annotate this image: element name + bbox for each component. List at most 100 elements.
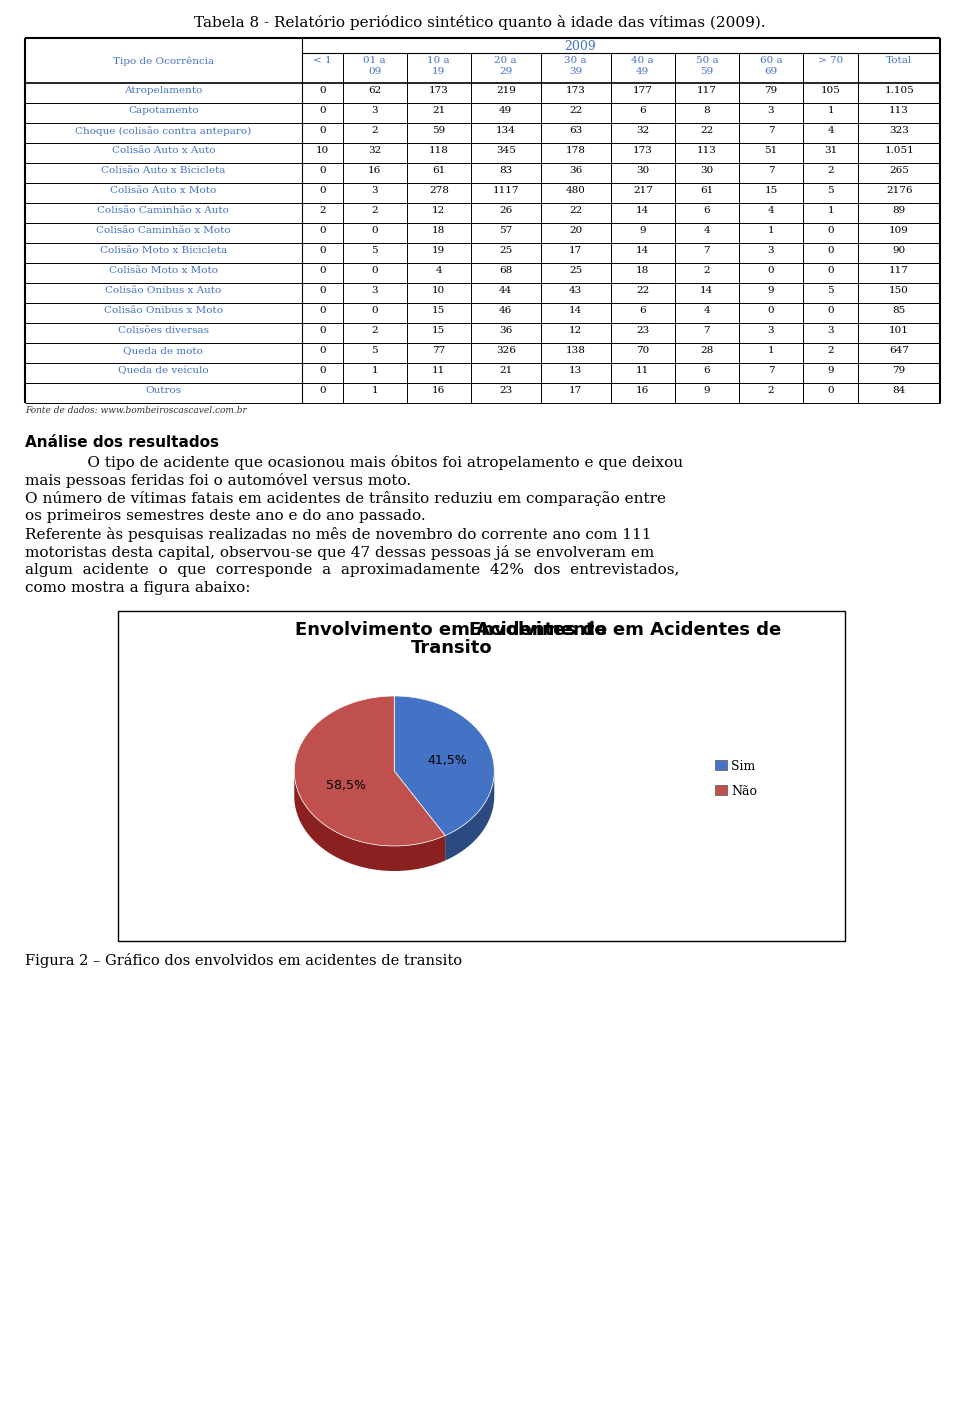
Text: 61: 61 — [700, 186, 713, 195]
Text: 13: 13 — [569, 365, 583, 375]
Text: 58,5%: 58,5% — [326, 779, 366, 793]
Text: 178: 178 — [565, 145, 586, 155]
Text: 7: 7 — [768, 166, 775, 175]
Text: Total: Total — [886, 56, 912, 65]
Text: 0: 0 — [372, 306, 378, 315]
Text: 0: 0 — [319, 186, 325, 195]
Text: 63: 63 — [569, 126, 583, 135]
Text: Queda de veículo: Queda de veículo — [118, 365, 208, 375]
Text: 323: 323 — [889, 126, 909, 135]
Text: 30: 30 — [636, 166, 649, 175]
Text: Colisão Caminhão x Auto: Colisão Caminhão x Auto — [98, 206, 229, 214]
Text: 4: 4 — [704, 226, 710, 236]
Text: 2: 2 — [768, 387, 775, 395]
Text: Tipo de Ocorrência: Tipo de Ocorrência — [113, 56, 214, 65]
Text: 9: 9 — [828, 365, 834, 375]
Text: 345: 345 — [496, 145, 516, 155]
Text: 70: 70 — [636, 346, 649, 356]
Text: 219: 219 — [496, 86, 516, 95]
Text: 0: 0 — [319, 365, 325, 375]
Text: O número de vítimas fatais em acidentes de trânsito reduziu em comparação entre: O número de vítimas fatais em acidentes … — [25, 491, 666, 507]
Text: 1: 1 — [372, 365, 378, 375]
Text: 20: 20 — [569, 226, 583, 236]
Text: 10 a
19: 10 a 19 — [427, 56, 450, 76]
Text: 51: 51 — [764, 145, 778, 155]
FancyBboxPatch shape — [118, 611, 845, 941]
Text: 36: 36 — [499, 326, 513, 334]
Text: 1: 1 — [768, 226, 775, 236]
Text: 5: 5 — [828, 186, 834, 195]
Text: 0: 0 — [319, 267, 325, 275]
Text: 8: 8 — [704, 106, 710, 116]
Polygon shape — [395, 696, 494, 835]
Text: 0: 0 — [319, 126, 325, 135]
Text: 0: 0 — [372, 226, 378, 236]
Text: Colisão Auto x Auto: Colisão Auto x Auto — [111, 145, 215, 155]
Text: Colisão Auto x Moto: Colisão Auto x Moto — [110, 186, 217, 195]
Text: 16: 16 — [636, 387, 649, 395]
Text: Fonte de dados: www.bombeiroscascavel.com.br: Fonte de dados: www.bombeiroscascavel.co… — [25, 406, 247, 415]
Text: 60 a
69: 60 a 69 — [759, 56, 782, 76]
Text: 26: 26 — [499, 206, 513, 214]
Text: 32: 32 — [636, 126, 649, 135]
Text: Sim: Sim — [731, 761, 756, 773]
Text: 265: 265 — [889, 166, 909, 175]
Text: 173: 173 — [429, 86, 448, 95]
Text: Colisão Caminhão x Moto: Colisão Caminhão x Moto — [96, 226, 230, 236]
Text: Outros: Outros — [145, 387, 181, 395]
Text: 0: 0 — [319, 387, 325, 395]
Text: 15: 15 — [764, 186, 778, 195]
Text: 14: 14 — [636, 206, 649, 214]
Text: Colisão Onibus x Auto: Colisão Onibus x Auto — [106, 286, 222, 295]
Text: 23: 23 — [636, 326, 649, 334]
Text: 12: 12 — [432, 206, 445, 214]
Text: 1: 1 — [828, 206, 834, 214]
Text: Colisão Moto x Bicicleta: Colisão Moto x Bicicleta — [100, 246, 227, 255]
Text: 2: 2 — [828, 346, 834, 356]
Text: 0: 0 — [768, 267, 775, 275]
Text: 12: 12 — [569, 326, 583, 334]
Text: 11: 11 — [636, 365, 649, 375]
Text: 68: 68 — [499, 267, 513, 275]
Text: Choque (colisão contra anteparo): Choque (colisão contra anteparo) — [75, 126, 252, 135]
Text: 41,5%: 41,5% — [427, 753, 468, 766]
Text: 50 a
59: 50 a 59 — [696, 56, 718, 76]
Text: 0: 0 — [319, 346, 325, 356]
Text: 14: 14 — [700, 286, 713, 295]
Text: 1.051: 1.051 — [884, 145, 914, 155]
Polygon shape — [445, 772, 494, 861]
Text: 0: 0 — [319, 306, 325, 315]
Bar — [715, 785, 727, 794]
Text: motoristas desta capital, observou-se que 47 dessas pessoas já se envolveram em: motoristas desta capital, observou-se qu… — [25, 545, 655, 560]
Polygon shape — [295, 772, 445, 871]
Text: 22: 22 — [636, 286, 649, 295]
Text: 0: 0 — [828, 246, 834, 255]
Text: 2: 2 — [704, 267, 710, 275]
Text: 101: 101 — [889, 326, 909, 334]
Text: mais pessoas feridas foi o automóvel versus moto.: mais pessoas feridas foi o automóvel ver… — [25, 473, 411, 488]
Text: 3: 3 — [828, 326, 834, 334]
Text: 16: 16 — [432, 387, 445, 395]
Text: Colisão Onibus x Moto: Colisão Onibus x Moto — [104, 306, 223, 315]
Text: 21: 21 — [432, 106, 445, 116]
Text: 19: 19 — [432, 246, 445, 255]
Text: 1117: 1117 — [492, 186, 519, 195]
Text: 113: 113 — [889, 106, 909, 116]
Text: 49: 49 — [499, 106, 513, 116]
Text: 4: 4 — [828, 126, 834, 135]
Text: 22: 22 — [700, 126, 713, 135]
Text: 79: 79 — [893, 365, 906, 375]
Text: 32: 32 — [368, 145, 381, 155]
Text: 0: 0 — [828, 387, 834, 395]
Text: 84: 84 — [893, 387, 906, 395]
Text: 10: 10 — [316, 145, 329, 155]
Text: algum  acidente  o  que  corresponde  a  aproximadamente  42%  dos  entrevistado: algum acidente o que corresponde a aprox… — [25, 563, 680, 577]
Text: 7: 7 — [768, 126, 775, 135]
Text: 14: 14 — [636, 246, 649, 255]
Text: Colisão Moto x Moto: Colisão Moto x Moto — [108, 267, 218, 275]
Text: Transito: Transito — [411, 639, 492, 658]
Text: 1.105: 1.105 — [884, 86, 914, 95]
Text: 14: 14 — [569, 306, 583, 315]
Text: 647: 647 — [889, 346, 909, 356]
Text: 28: 28 — [700, 346, 713, 356]
